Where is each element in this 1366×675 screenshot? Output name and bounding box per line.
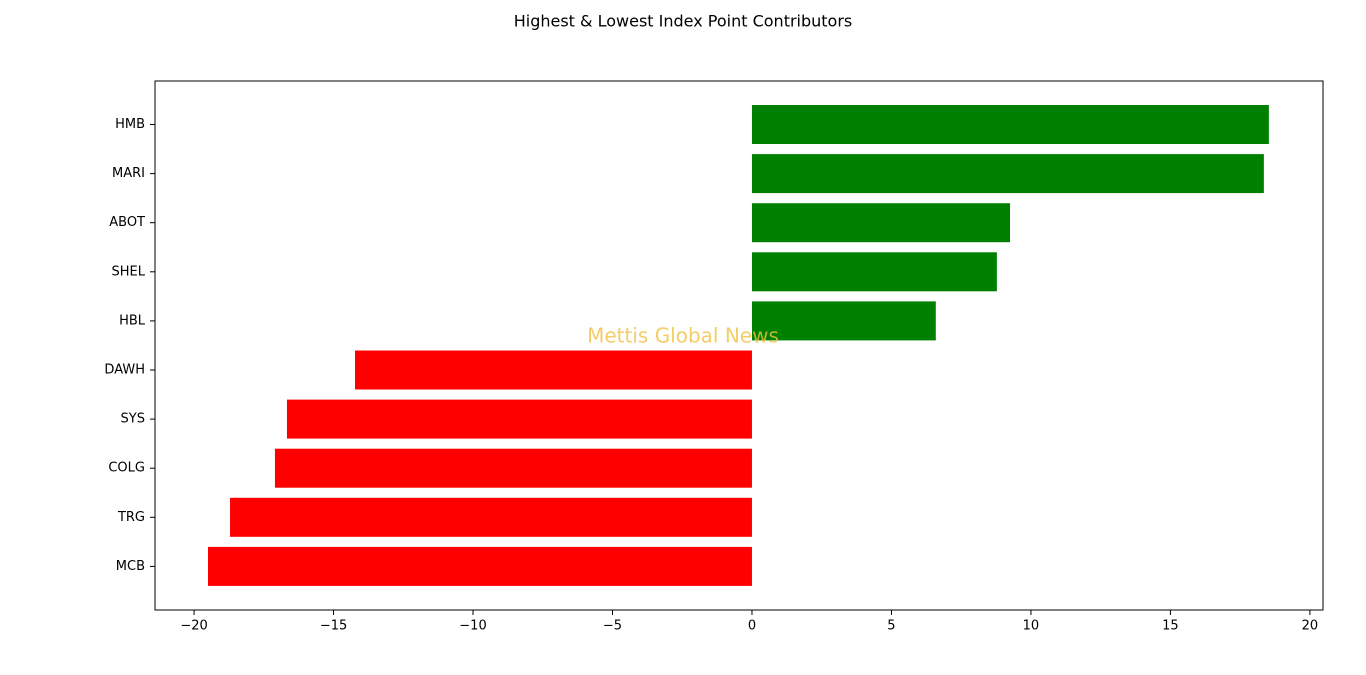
y-tick-label: ABOT — [109, 215, 145, 230]
x-tick-label: −15 — [320, 619, 347, 634]
bar — [355, 350, 752, 390]
y-tick-label: HMB — [115, 117, 145, 132]
bar — [751, 105, 1269, 144]
bar — [286, 399, 752, 439]
y-tick-label: MARI — [112, 166, 145, 181]
y-tick-label: DAWH — [104, 363, 145, 378]
watermark: Mettis Global News — [587, 324, 779, 348]
y-tick-label: SYS — [121, 412, 145, 427]
x-tick-label: −20 — [180, 619, 207, 634]
y-tick-label: COLG — [108, 461, 145, 476]
x-tick-label: −10 — [459, 619, 486, 634]
x-tick-label: 0 — [748, 619, 756, 634]
chart-title: Highest & Lowest Index Point Contributor… — [514, 12, 853, 31]
bar — [208, 546, 752, 586]
plot-frame — [154, 80, 1324, 611]
y-tick-label: MCB — [116, 559, 145, 574]
x-tick-label: 20 — [1302, 619, 1319, 634]
bar — [751, 301, 936, 341]
bar — [751, 252, 997, 292]
bar — [230, 497, 752, 537]
x-tick-label: 5 — [887, 619, 895, 634]
bar — [751, 154, 1264, 194]
x-tick-label: 15 — [1162, 619, 1179, 634]
y-tick-label: TRG — [117, 510, 145, 525]
x-tick-label: −5 — [603, 619, 622, 634]
y-tick-label: HBL — [119, 313, 146, 328]
y-tick-label: SHEL — [112, 264, 146, 279]
x-tick-label: 10 — [1023, 619, 1040, 634]
bar — [751, 203, 1011, 243]
bar — [274, 448, 752, 488]
